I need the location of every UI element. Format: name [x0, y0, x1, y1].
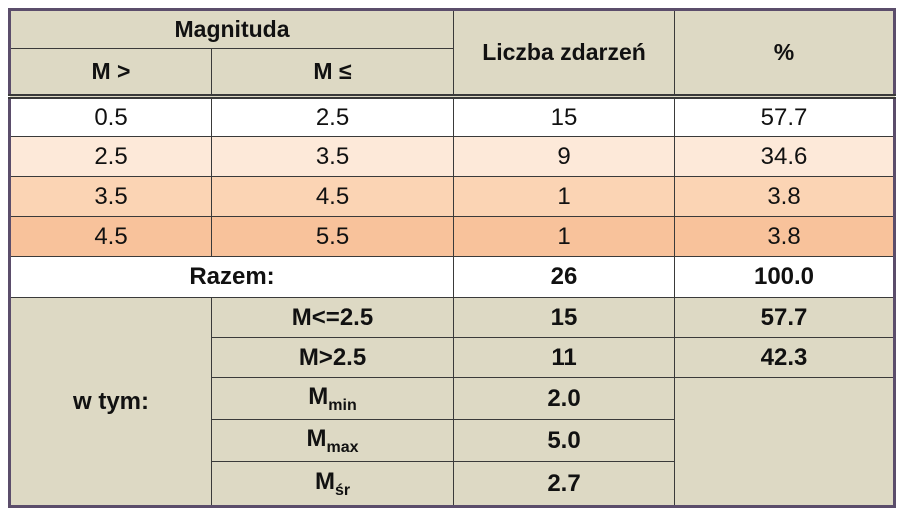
- cell: 3.5: [211, 136, 454, 177]
- cell: 3.5: [9, 176, 212, 217]
- breakdown-label: w tym:: [9, 297, 212, 507]
- breakdown-row: w tym: M<=2.5 15 57.7: [9, 297, 895, 507]
- cell: 34.6: [674, 136, 895, 177]
- table-body: 0.5 2.5 15 57.7 2.5 3.5 9 34.6 3.5 4.5 1 3.8 4.5 5.5 1…: [9, 96, 895, 507]
- cell: 2.5: [211, 96, 454, 137]
- header-cell: M >: [9, 48, 212, 99]
- data-row: 2.5 3.5 9 34.6: [9, 136, 895, 177]
- cell: 5.0: [453, 419, 675, 462]
- symbol: M: [314, 467, 335, 495]
- total-label: Razem:: [9, 256, 454, 298]
- cell: 57.7: [674, 297, 895, 338]
- data-row: 0.5 2.5 15 57.7: [9, 96, 895, 137]
- header-row: M > M ≤: [9, 48, 895, 99]
- total-row: Razem: 26 100.0: [9, 256, 895, 298]
- header-cell: %: [674, 9, 895, 99]
- header-cell: M ≤: [211, 48, 454, 99]
- cell: 57.7: [674, 96, 895, 137]
- cell: 5.5: [211, 216, 454, 257]
- cell: 4.5: [211, 176, 454, 217]
- cell: 11: [453, 337, 675, 378]
- cell: 2.0: [453, 377, 675, 420]
- cell: 1: [453, 176, 675, 217]
- cell: 42.3: [674, 337, 895, 378]
- symbol: M: [306, 424, 327, 452]
- cell: 3.8: [674, 176, 895, 217]
- magnitude-table: Magnituda Liczba zdarzeń % M > M ≤ 0.5 2.…: [8, 8, 896, 508]
- cell: 26: [453, 256, 675, 298]
- data-row: 3.5 4.5 1 3.8: [9, 176, 895, 217]
- cell: Mśr: [211, 461, 454, 507]
- header-cell: Magnituda: [9, 9, 454, 49]
- subscript: śr: [334, 481, 351, 499]
- cell: 15: [453, 297, 675, 338]
- header-cell: Liczba zdarzeń: [453, 9, 675, 99]
- subscript: max: [326, 438, 359, 456]
- cell: 3.8: [674, 216, 895, 257]
- cell: 4.5: [9, 216, 212, 257]
- cell: Mmin: [211, 377, 454, 420]
- cell: 2.7: [453, 461, 675, 507]
- breakdown-row: Mśr 2.7: [10, 461, 895, 507]
- subscript: min: [328, 396, 357, 414]
- cell: 15: [453, 96, 675, 137]
- breakdown-row: Mmax 5.0: [10, 419, 895, 462]
- data-row: 4.5 5.5 1 3.8: [9, 216, 895, 257]
- header-row: Magnituda Liczba zdarzeń %: [9, 9, 895, 99]
- cell: M>2.5: [211, 337, 454, 378]
- cell: 9: [453, 136, 675, 177]
- symbol: M: [308, 382, 329, 410]
- cell: 0.5: [9, 96, 212, 137]
- cell: 2.5: [9, 136, 212, 177]
- cell: 100.0: [674, 256, 895, 298]
- cell: 1: [453, 216, 675, 257]
- empty-cell: [674, 377, 895, 507]
- cell: M<=2.5: [211, 297, 454, 338]
- breakdown-row: Mmin 2.0: [10, 377, 895, 507]
- cell: Mmax: [211, 419, 454, 462]
